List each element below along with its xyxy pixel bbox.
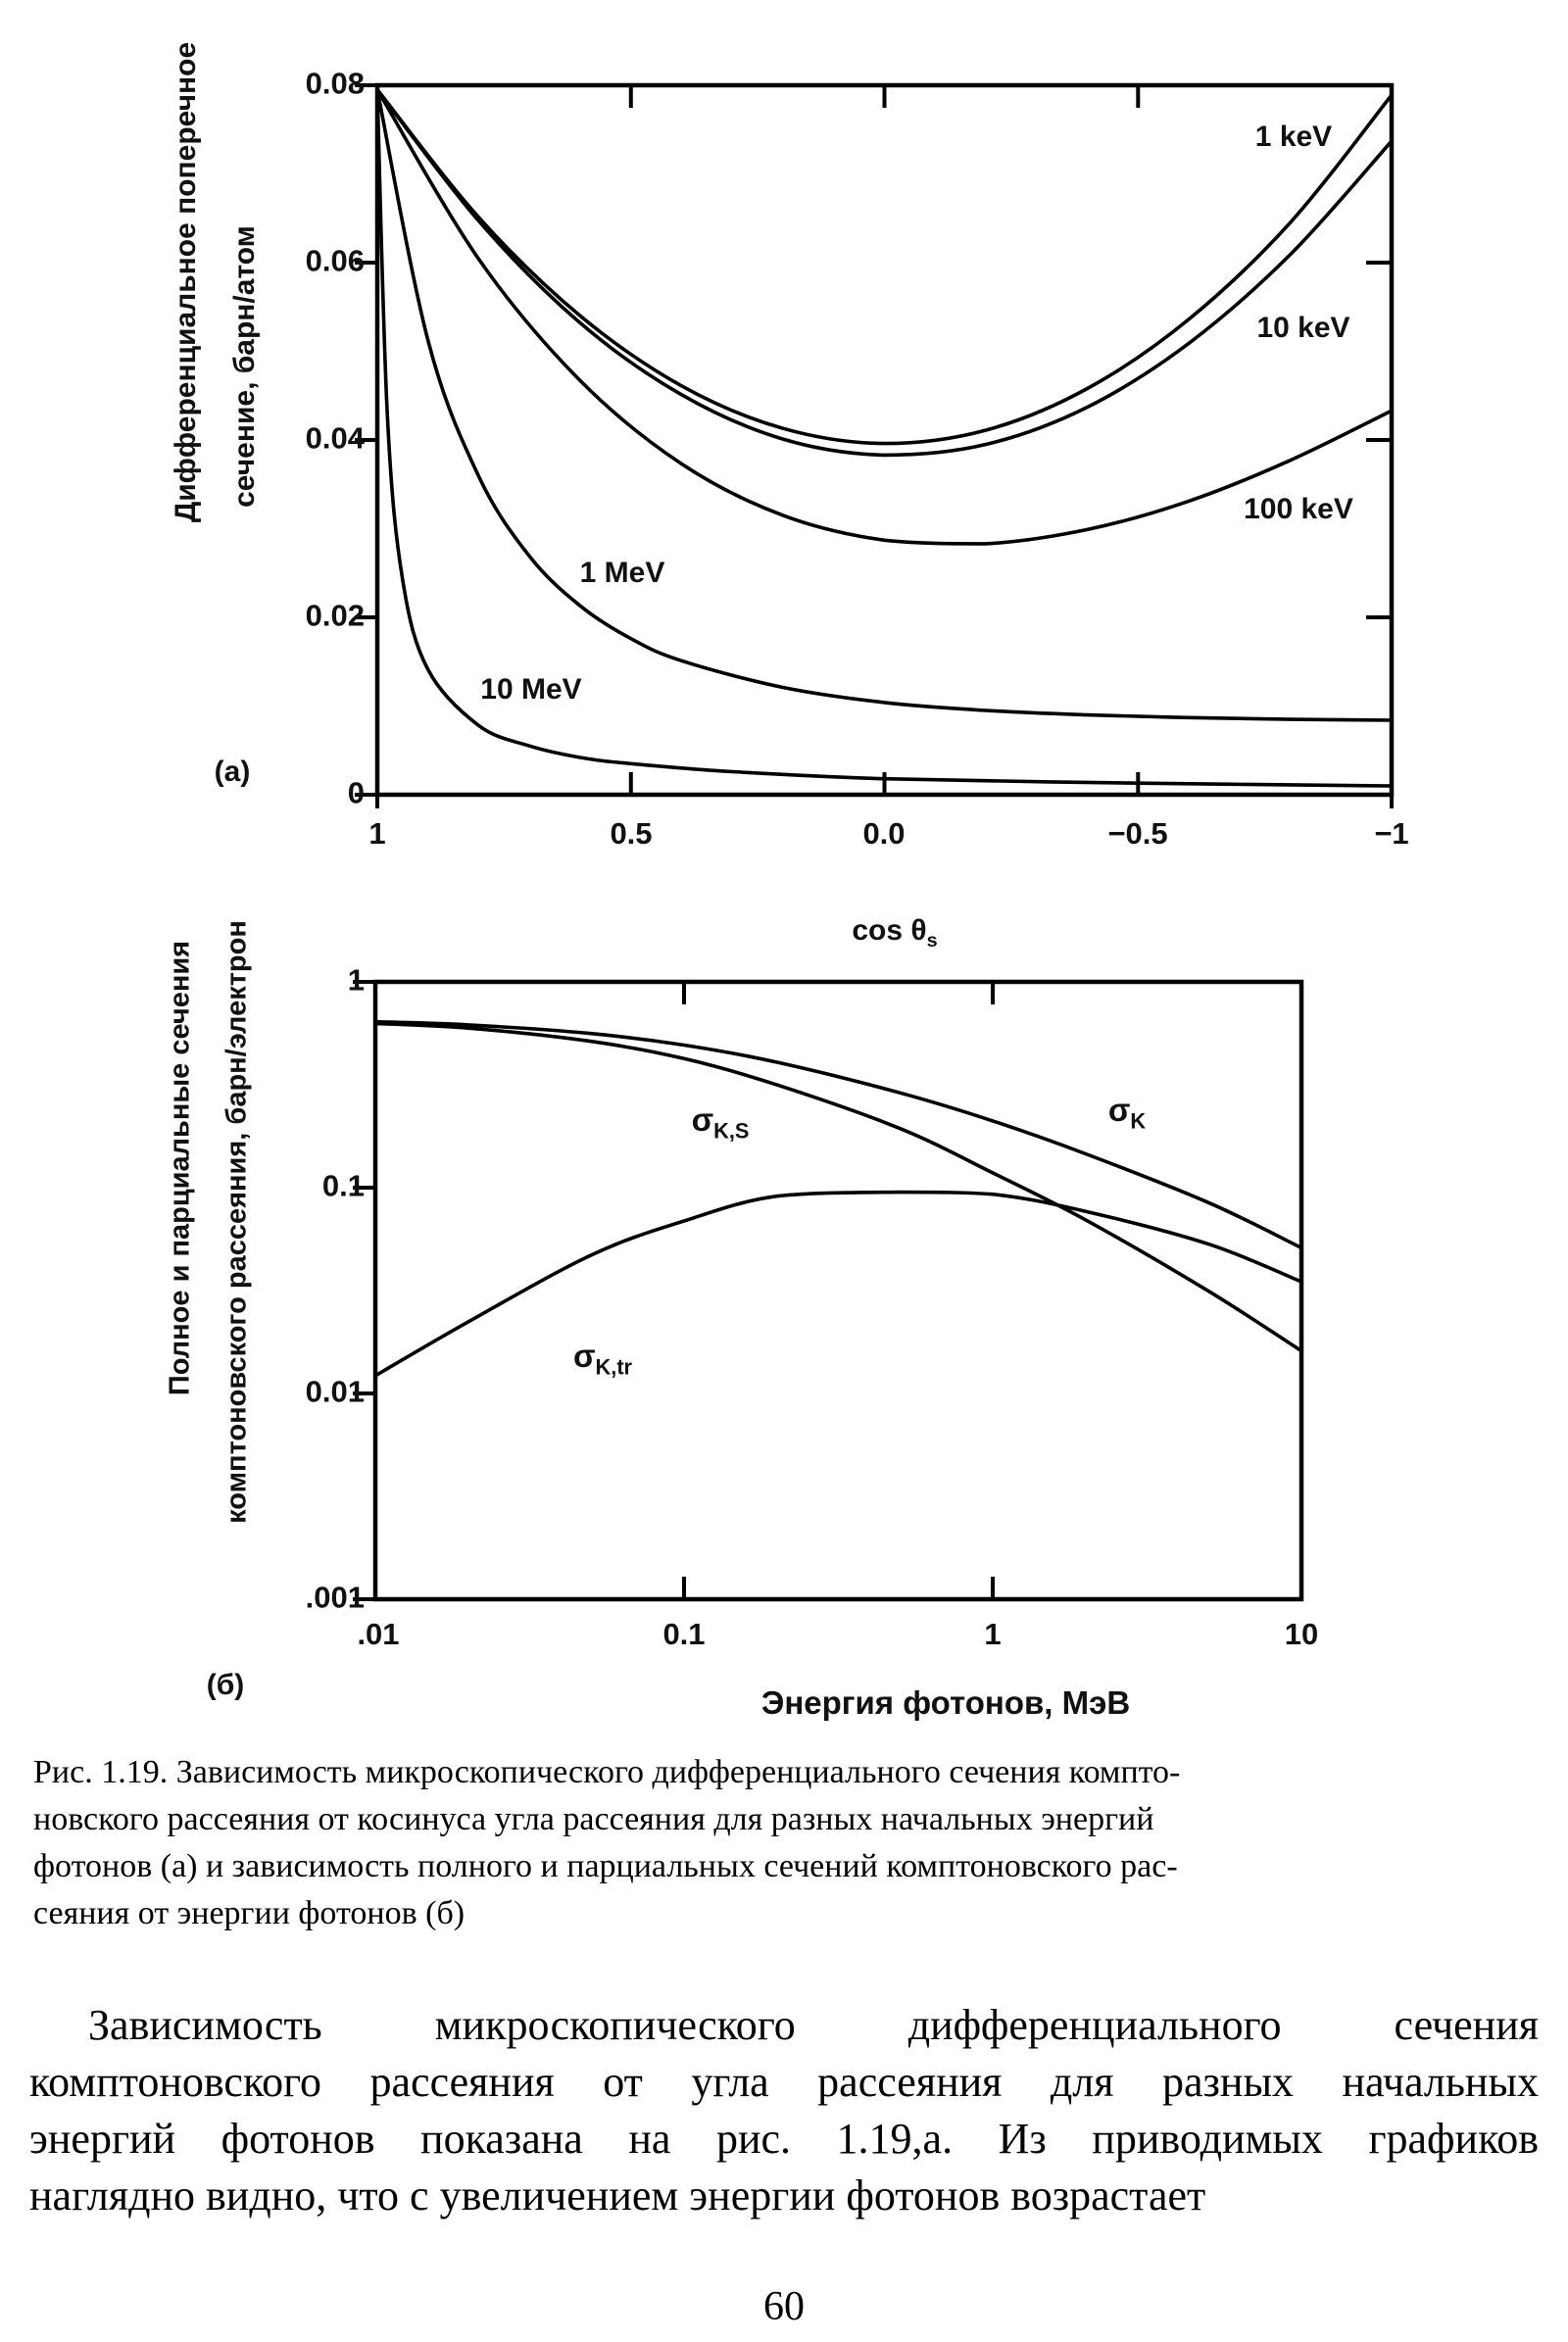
caption-line: сеяния от энергии фотонов (б) (33, 1895, 466, 1931)
body-line: энергий фотонов показана на рис. 1.19,а.… (29, 2115, 1539, 2163)
y-tick-label: 0.02 (305, 598, 365, 633)
y-tick-label: 0.04 (305, 420, 365, 456)
curve-a-3 (375, 87, 1394, 722)
figure-plot-area (353, 82, 1395, 1602)
curve-a-2 (375, 87, 1394, 546)
chart-b-xlabel: Энергия фотонов, МэВ (760, 1684, 1131, 1721)
curve-a-0 (375, 87, 1394, 446)
chart-b-ylabel-line2: комптоновского рассеяния, барн/электрон (220, 920, 253, 1524)
curve-a-1 (375, 87, 1394, 458)
x-tick-label: 1 (368, 816, 386, 851)
page-number: 60 (763, 2284, 805, 2329)
y-tick-label: 0.08 (305, 66, 365, 101)
xlabel-sub: s (926, 930, 938, 951)
caption-line: Рис. 1.19. Зависимость микроскопического… (33, 1754, 1181, 1790)
body-paragraph: Зависимость микроскопического дифференци… (29, 1997, 1539, 2224)
sigma-subscript: K (1130, 1108, 1147, 1134)
y-tick-label: .001 (305, 1580, 365, 1615)
y-tick-label: 0.01 (305, 1374, 365, 1409)
x-tick-label: −1 (1374, 816, 1409, 851)
y-tick-label: 0 (347, 775, 365, 810)
body-line: наглядно видно, что с увеличением энерги… (29, 2171, 1206, 2220)
x-tick-label: 0.0 (862, 816, 906, 851)
curve-label-1kev: 1 keV (1254, 121, 1333, 153)
chart-b-ylabel-line1: Полное и парциальные сечения (164, 940, 196, 1396)
x-tick-label: 10 (1284, 1617, 1319, 1651)
panel-a-marker: (а) (214, 756, 251, 788)
x-tick-label: 0.1 (662, 1617, 706, 1651)
sigma-symbol: σ (1107, 1092, 1131, 1128)
chart-a-ylabel-line1: Дифференциальное поперечное (170, 41, 202, 523)
body-line: Зависимость микроскопического дифференци… (88, 2001, 1539, 2049)
caption-line: новского рассеяния от косинуса угла расс… (33, 1801, 1154, 1837)
curve-label-10kev: 10 keV (1256, 312, 1350, 344)
curve-label-100kev: 100 keV (1244, 493, 1353, 525)
figure-caption: Рис. 1.19. Зависимость микроскопического… (33, 1749, 1537, 1937)
sigma-symbol: σ (572, 1338, 596, 1374)
curve-b-1 (373, 1021, 1303, 1353)
curve-label-sigma-k: σK (1107, 1092, 1146, 1132)
panel-b-marker: (б) (206, 1669, 245, 1701)
caption-line: фотонов (а) и зависимость полного и парц… (33, 1848, 1178, 1884)
y-tick-label: 0.06 (305, 243, 365, 278)
curve-label-sigma-ktr: σK,tr (572, 1338, 632, 1378)
chart-b-frame (372, 979, 1304, 1602)
curve-label-10mev: 10 MeV (480, 673, 582, 706)
x-tick-label: 0.5 (610, 816, 653, 851)
sigma-symbol: σ (691, 1101, 714, 1138)
body-line: комптоновского рассеяния от угла рассеян… (29, 2058, 1539, 2106)
x-tick-label: .01 (357, 1617, 400, 1651)
curve-a-4 (375, 87, 1394, 788)
sigma-subscript: K,tr (595, 1354, 633, 1380)
curve-b-2 (373, 1190, 1303, 1378)
x-tick-label: 1 (984, 1617, 1002, 1651)
y-tick-label: 1 (347, 962, 365, 998)
chart-a-xlabel: cos θs (852, 914, 938, 951)
curve-b-0 (373, 1019, 1303, 1250)
x-tick-label: −0.5 (1107, 816, 1168, 851)
y-tick-label: 0.1 (321, 1168, 365, 1203)
sigma-subscript: K,S (713, 1118, 750, 1144)
xlabel-main: cos θ (852, 914, 927, 947)
curve-label-1mev: 1 MeV (579, 557, 665, 589)
curve-label-sigma-ks: σK,S (691, 1101, 750, 1142)
